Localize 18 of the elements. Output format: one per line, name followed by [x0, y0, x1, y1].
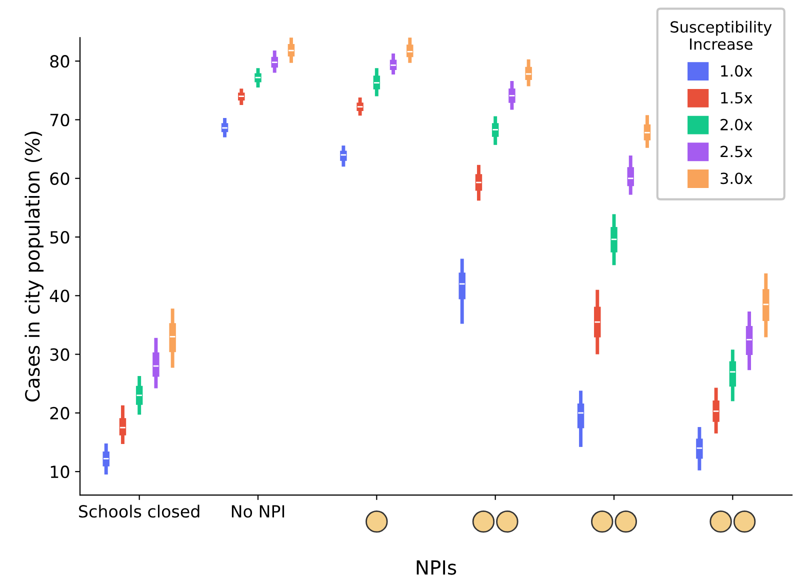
- x-tick-label: Schools closed: [79, 504, 200, 518]
- legend-label: 1.5x: [721, 92, 752, 104]
- y-axis-title: Cases in city population (%): [24, 132, 44, 402]
- y-tick-label: 40: [50, 290, 70, 302]
- legend-label: 2.5x: [720, 146, 752, 158]
- legend-label: 2.0x: [720, 118, 752, 130]
- y-tick-label: 50: [50, 230, 70, 244]
- legend-label: 1.0x: [721, 65, 752, 77]
- y-tick-label: 10: [50, 466, 70, 478]
- y-tick-label: 80: [50, 55, 70, 68]
- y-tick-label: 70: [50, 114, 70, 126]
- x-axis-title: NPIs: [416, 560, 456, 575]
- legend-title: Susceptibility Increase: [670, 20, 772, 50]
- y-tick-label: 20: [50, 406, 70, 420]
- y-tick-label: 30: [50, 348, 70, 361]
- y-tick-label: 60: [50, 172, 70, 185]
- legend-label: 3.0x: [720, 172, 752, 184]
- x-tick-label: No NPI: [232, 505, 284, 518]
